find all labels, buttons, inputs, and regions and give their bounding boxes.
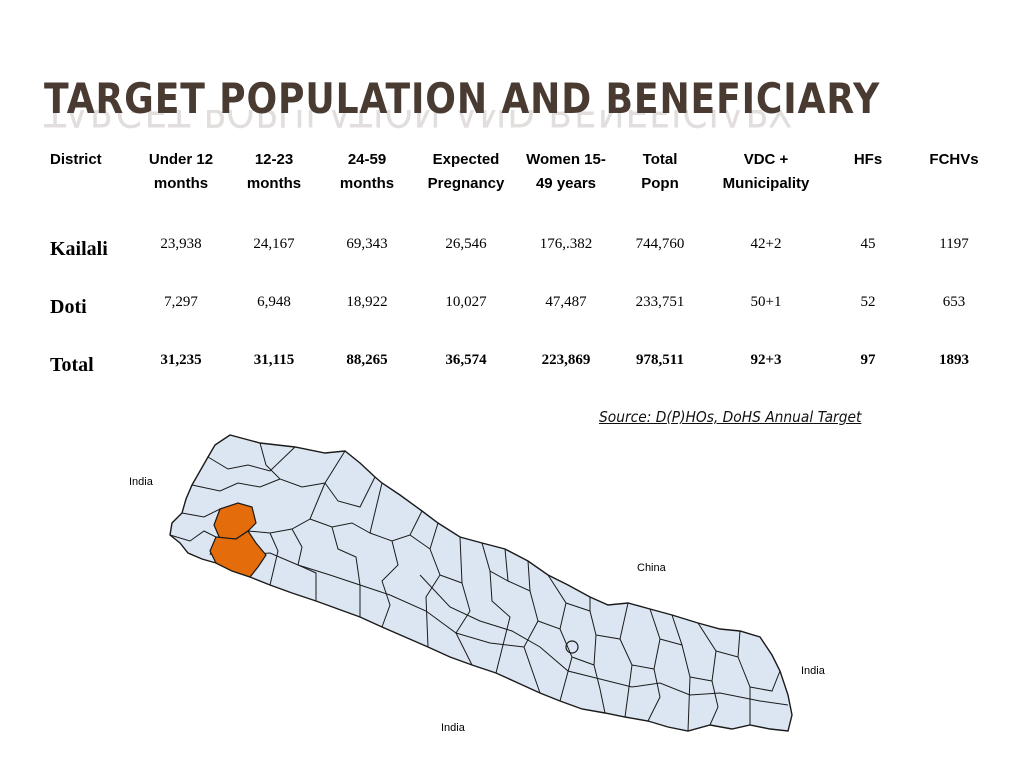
header-under-12-months: Under 12 months: [148, 151, 214, 192]
table-cell: 744,760: [635, 236, 685, 252]
kathmandu-marker: [565, 640, 579, 654]
nepal-district-map: India China India India: [120, 425, 825, 765]
table-cell: 69,343: [346, 236, 388, 252]
table-cell: 50+1: [750, 294, 782, 310]
table-cell: 45: [860, 236, 876, 252]
table-cell: 97: [860, 352, 876, 368]
table-cell: 1893: [939, 352, 969, 368]
slide-title-wrap: Target Population and Beneficiary Target…: [44, 74, 1016, 136]
header-total-popn: Total Popn: [641, 151, 679, 192]
table-cell: 26,546: [445, 236, 487, 252]
table-cell: 47,487: [545, 294, 587, 310]
header-expected-pregnancy: Expected Pregnancy: [427, 151, 505, 192]
cell-district: Doti: [50, 296, 87, 318]
table-row-kailali: Kailali 23,938 24,167 69,343 26,546 176,…: [40, 224, 1000, 282]
table-row-total: Total 31,235 31,115 88,265 36,574 223,86…: [40, 340, 1000, 398]
label-india-east: India: [801, 665, 825, 677]
table-cell: 23,938: [160, 236, 202, 252]
header-fchvs: FCHVs: [929, 151, 979, 168]
table-cell: 1197: [939, 236, 969, 252]
table-cell: 18,922: [346, 294, 388, 310]
cell-district: Kailali: [50, 238, 108, 260]
header-vdc-municipality: VDC + Municipality: [722, 151, 810, 192]
district-borders: [169, 442, 789, 732]
label-india-west: India: [129, 476, 153, 488]
table-cell: 52: [860, 294, 876, 310]
table-cell: 31,115: [253, 352, 295, 368]
table-cell: 176,.382: [539, 236, 593, 252]
slide-title: Target Population and Beneficiary: [44, 74, 881, 123]
table-cell: 653: [942, 294, 966, 310]
table-header-row: District Under 12 months 12-23 months 24-5…: [40, 146, 1000, 224]
header-district: District: [50, 151, 102, 168]
table-cell: 31,235: [160, 352, 202, 368]
table-cell: 978,511: [636, 352, 684, 368]
table-cell: 223,869: [541, 352, 591, 368]
nepal-outline: [169, 434, 793, 732]
header-hfs: HFs: [853, 151, 883, 168]
table-cell: 233,751: [635, 294, 685, 310]
label-india-south: India: [441, 722, 465, 734]
label-china: China: [637, 562, 666, 574]
table-cell: 6,948: [257, 294, 291, 310]
table-cell: 24,167: [253, 236, 295, 252]
district-kailali[interactable]: [209, 530, 267, 578]
header-24-59-months: 24-59 months: [339, 151, 395, 192]
header-12-23-months: 12-23 months: [246, 151, 302, 192]
table-cell: 10,027: [445, 294, 487, 310]
source-citation: Source: D(P)HOs, DoHS Annual Target: [599, 408, 862, 426]
table-cell: 42+2: [750, 236, 782, 252]
slide-title-reflection: Target Population and Beneficiary: [44, 110, 793, 136]
table-cell: 92+3: [750, 352, 782, 368]
table-cell: 36,574: [445, 352, 487, 368]
header-women-15-49: Women 15- 49 years: [526, 151, 606, 192]
table-cell: 88,265: [346, 352, 388, 368]
table-cell: 7,297: [164, 294, 198, 310]
map-svg: [169, 434, 793, 732]
cell-district: Total: [50, 354, 94, 376]
table-row-doti: Doti 7,297 6,948 18,922 10,027 47,487 23…: [40, 282, 1000, 340]
target-population-table: District Under 12 months 12-23 months 24-5…: [40, 146, 1000, 398]
